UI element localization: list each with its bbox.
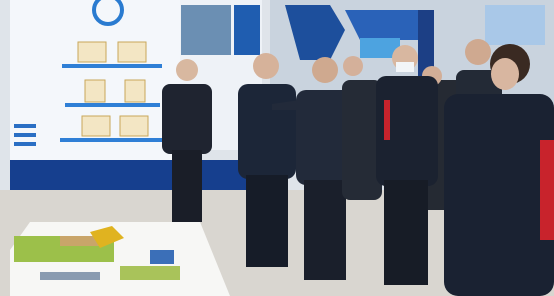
lanyard: [384, 100, 390, 140]
person-legs: [384, 180, 428, 285]
person: [162, 84, 212, 154]
person-face: [491, 58, 519, 90]
model-building: [150, 250, 174, 264]
person-head: [465, 39, 491, 65]
panel-photo: [181, 5, 231, 55]
person-head: [253, 53, 279, 79]
photo-scene: [0, 0, 554, 296]
person-head: [176, 59, 198, 81]
model-road: [40, 272, 100, 280]
person-legs: [172, 150, 202, 222]
person-legs: [246, 175, 288, 267]
person: [444, 94, 554, 296]
side-labels: [14, 124, 36, 146]
person: [238, 84, 296, 179]
face-mask: [396, 62, 414, 72]
person-legs: [304, 180, 346, 280]
red-accent: [540, 140, 554, 240]
person-head: [343, 56, 363, 76]
model-ground: [120, 266, 180, 280]
back-structure: [345, 10, 430, 40]
back-screen: [485, 5, 545, 45]
person-head: [312, 57, 338, 83]
panel-block: [234, 5, 260, 55]
